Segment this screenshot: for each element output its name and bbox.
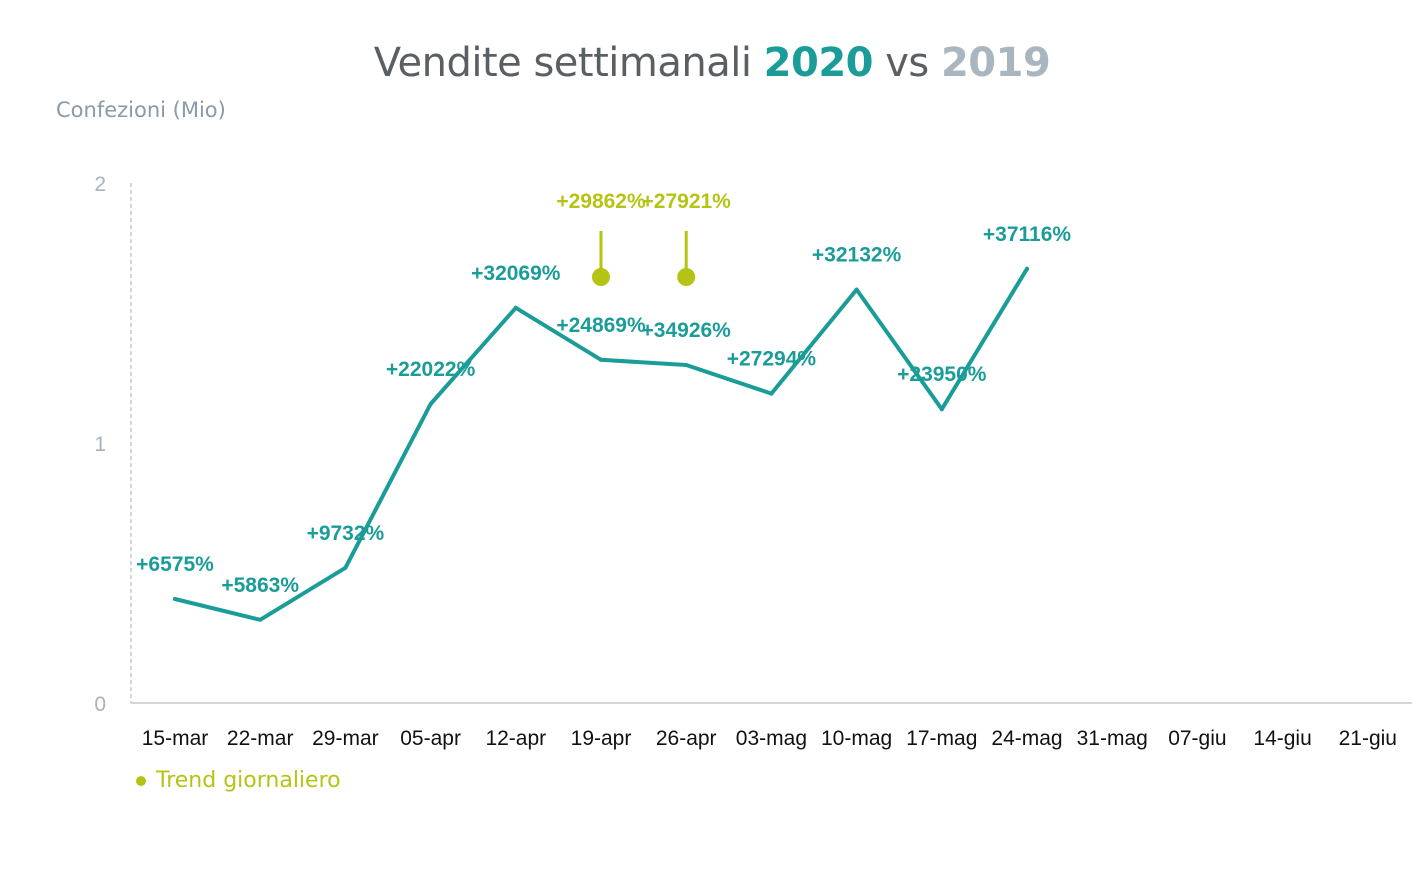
annotation-marker bbox=[677, 268, 696, 286]
data-point bbox=[1025, 266, 1029, 271]
data-label: +32132% bbox=[812, 244, 902, 267]
data-point bbox=[684, 363, 689, 367]
data-point bbox=[939, 407, 944, 412]
data-point bbox=[343, 565, 348, 570]
data-point bbox=[599, 357, 603, 362]
data-point bbox=[769, 391, 774, 396]
legend: Trend giornaliero bbox=[136, 768, 341, 793]
x-tick-label: 22-mar bbox=[227, 727, 294, 750]
data-label: +27294% bbox=[727, 348, 817, 371]
annotation-label: +29862% bbox=[556, 190, 646, 213]
title-vs: vs bbox=[885, 40, 929, 86]
x-tick-label: 31-mag bbox=[1077, 727, 1148, 750]
data-label: +34926% bbox=[642, 319, 732, 342]
data-label: +23950% bbox=[897, 363, 987, 386]
x-tick-label: 19-apr bbox=[571, 727, 632, 750]
x-tick-label: 10-mag bbox=[821, 727, 892, 750]
x-tick-label: 15-mar bbox=[142, 727, 209, 750]
axes bbox=[130, 183, 1412, 704]
x-tick-label: 14-giu bbox=[1253, 727, 1311, 750]
daily-trend-annotations: +29862%+27921% bbox=[556, 190, 731, 286]
y-tick-label: 2 bbox=[94, 173, 106, 196]
annotation-label: +27921% bbox=[642, 190, 732, 213]
x-tick-label: 05-apr bbox=[400, 727, 461, 750]
title-main: Vendite settimanali bbox=[373, 40, 752, 86]
x-tick-label: 29-mar bbox=[312, 727, 379, 750]
x-tick-label: 12-apr bbox=[485, 727, 546, 750]
data-point bbox=[258, 617, 263, 622]
legend-marker-icon bbox=[136, 775, 146, 786]
data-point bbox=[173, 597, 177, 601]
x-tick-label: 07-giu bbox=[1168, 727, 1226, 750]
x-tick-label: 26-apr bbox=[656, 727, 717, 750]
data-label: +37116% bbox=[983, 223, 1072, 246]
title-year-2019: 2019 bbox=[940, 40, 1051, 86]
legend-label: Trend giornaliero bbox=[156, 768, 341, 793]
x-tick-label: 24-mag bbox=[991, 727, 1062, 750]
annotation-marker bbox=[592, 268, 610, 286]
y-tick-label: 1 bbox=[94, 433, 106, 456]
x-tick-label: 21-giu bbox=[1339, 727, 1397, 750]
title-year-2020: 2020 bbox=[763, 40, 874, 86]
x-tick-label: 17-mag bbox=[906, 727, 977, 750]
data-labels: +6575%+5863%+9732%+22022%+32069%+24869%+… bbox=[136, 223, 1071, 597]
series-line bbox=[173, 266, 1029, 622]
y-axis-label: Confezioni (Mio) bbox=[56, 98, 226, 122]
chart-title: Vendite settimanali 2020 vs 2019 bbox=[0, 40, 1424, 86]
data-point bbox=[854, 287, 859, 292]
y-tick-label: 0 bbox=[94, 693, 106, 716]
y-ticks: 0 1 2 bbox=[94, 173, 106, 716]
data-label: +6575% bbox=[136, 553, 214, 576]
x-ticks: 15-mar 22-mar 29-mar 05-apr 12-apr 19-apr 26-a… bbox=[142, 727, 1397, 750]
data-label: +5863% bbox=[221, 574, 299, 597]
x-tick-label: 03-mag bbox=[736, 727, 807, 750]
data-label: +9732% bbox=[307, 522, 385, 545]
data-label: +32069% bbox=[471, 262, 561, 285]
data-point bbox=[428, 402, 433, 406]
data-label: +22022% bbox=[386, 358, 476, 381]
data-point bbox=[513, 305, 518, 310]
data-label: +24869% bbox=[556, 314, 646, 337]
